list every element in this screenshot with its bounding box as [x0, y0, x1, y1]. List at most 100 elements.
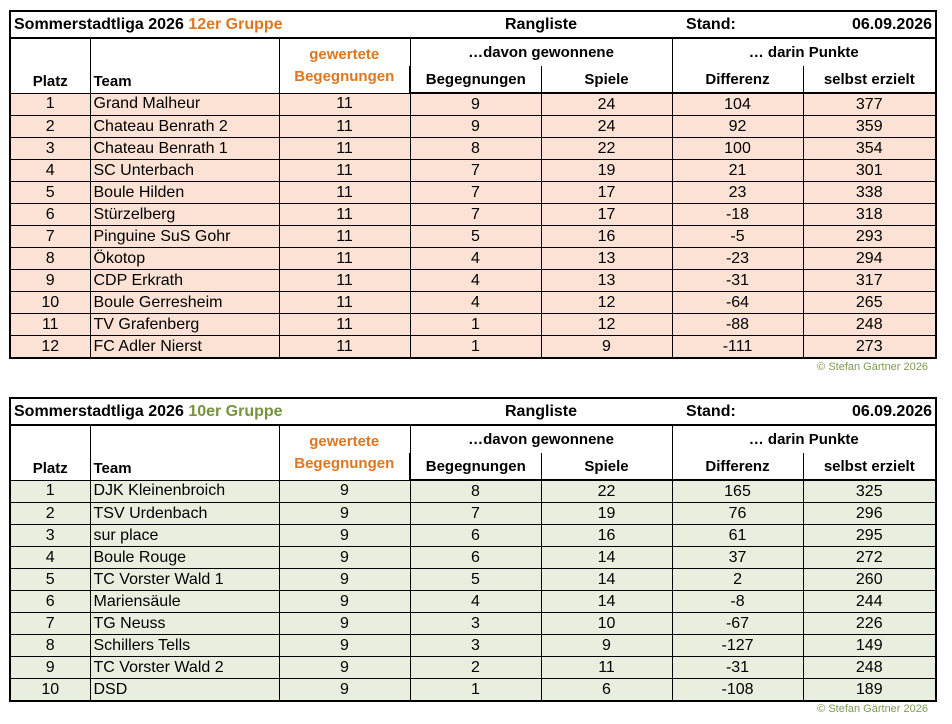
group-name: 10er Gruppe — [188, 402, 283, 420]
gewertete-cell: 9 — [278, 502, 411, 525]
platz-cell: 5 — [9, 181, 91, 204]
selbst-erzielt-cell: 265 — [802, 291, 938, 314]
team-cell: DSD — [89, 678, 280, 702]
platz-cell: 10 — [9, 291, 91, 314]
col-team-header: Team — [89, 37, 280, 94]
gewertete-cell: 11 — [278, 335, 411, 359]
selbst-erzielt-cell: 377 — [802, 92, 938, 116]
gewertete-line1: gewertete — [309, 432, 380, 450]
table-row: 2 TSV Urdenbach 9 7 19 76 296 — [9, 502, 938, 525]
col-gewertete-header: gewertete Begegnungen — [278, 37, 411, 94]
gewertete-cell: 11 — [278, 247, 411, 270]
selbst-erzielt-cell: 296 — [802, 502, 938, 525]
table-row: 6 Mariensäule 9 4 14 -8 244 — [9, 590, 938, 613]
begegnungen-cell: 7 — [409, 159, 542, 182]
gewertete-line2: Begegnungen — [294, 67, 395, 85]
gewertete-cell: 11 — [278, 181, 411, 204]
selbst-erzielt-cell: 325 — [802, 479, 938, 503]
differenz-cell: 2 — [671, 568, 804, 591]
differenz-cell: 37 — [671, 546, 804, 569]
col-selbst-erzielt-header: selbst erzielt — [802, 453, 938, 481]
platz-cell: 11 — [9, 313, 91, 336]
differenz-cell: 21 — [671, 159, 804, 182]
table-row: 11 TV Grafenberg 11 1 12 -88 248 — [9, 313, 938, 336]
table-row: 10 Boule Gerresheim 11 4 12 -64 265 — [9, 291, 938, 314]
col-team-header: Team — [89, 424, 280, 481]
begegnungen-cell: 4 — [409, 247, 542, 270]
spiele-cell: 14 — [540, 546, 673, 569]
differenz-cell: 165 — [671, 479, 804, 503]
differenz-cell: -5 — [671, 225, 804, 248]
differenz-cell: -8 — [671, 590, 804, 613]
table-row: 10 DSD 9 1 6 -108 189 — [9, 678, 938, 702]
spiele-cell: 17 — [540, 181, 673, 204]
team-cell: sur place — [89, 524, 280, 547]
begegnungen-cell: 4 — [409, 590, 542, 613]
selbst-erzielt-cell: 294 — [802, 247, 938, 270]
team-cell: TC Vorster Wald 2 — [89, 656, 280, 679]
selbst-erzielt-cell: 244 — [802, 590, 938, 613]
platz-cell: 7 — [9, 612, 91, 635]
differenz-cell: -127 — [671, 634, 804, 657]
team-cell: TSV Urdenbach — [89, 502, 280, 525]
spiele-cell: 16 — [540, 225, 673, 248]
selbst-erzielt-cell: 273 — [802, 335, 938, 359]
col-begegnungen-header: Begegnungen — [409, 66, 542, 94]
differenz-cell: -31 — [671, 656, 804, 679]
platz-cell: 2 — [9, 502, 91, 525]
stand-date: 06.09.2026 — [803, 10, 938, 39]
gewertete-cell: 11 — [278, 225, 411, 248]
table-row: 4 SC Unterbach 11 7 19 21 301 — [9, 159, 938, 182]
spiele-cell: 14 — [540, 590, 673, 613]
team-cell: FC Adler Nierst — [89, 335, 280, 359]
spiele-cell: 22 — [540, 479, 673, 503]
begegnungen-cell: 8 — [409, 479, 542, 503]
group-name: 12er Gruppe — [188, 15, 283, 33]
differenz-cell: -64 — [671, 291, 804, 314]
table-row: 8 Ökotop 11 4 13 -23 294 — [9, 247, 938, 270]
selbst-erzielt-cell: 272 — [802, 546, 938, 569]
platz-cell: 9 — [9, 656, 91, 679]
platz-cell: 10 — [9, 678, 91, 702]
gewertete-cell: 11 — [278, 137, 411, 160]
gewertete-cell: 9 — [278, 546, 411, 569]
ranking-table-10er: Sommerstadtliga 2026 10er Gruppe Ranglis… — [9, 397, 938, 702]
team-cell: Mariensäule — [89, 590, 280, 613]
gewertete-cell: 11 — [278, 313, 411, 336]
header-row-1: Platz Team gewertete Begegnungen …davon g… — [9, 424, 938, 481]
platz-cell: 8 — [9, 247, 91, 270]
begegnungen-cell: 9 — [409, 92, 542, 116]
spiele-cell: 6 — [540, 678, 673, 702]
begegnungen-cell: 4 — [409, 269, 542, 292]
table-row: 3 Chateau Benrath 1 11 8 22 100 354 — [9, 137, 938, 160]
gewertete-line1: gewertete — [309, 45, 380, 63]
col-platz-header: Platz — [9, 37, 91, 94]
begegnungen-cell: 7 — [409, 203, 542, 226]
col-selbst-erzielt-header: selbst erzielt — [802, 66, 938, 94]
team-cell: Schillers Tells — [89, 634, 280, 657]
table-row: 2 Chateau Benrath 2 11 9 24 92 359 — [9, 115, 938, 138]
gewertete-cell: 11 — [278, 203, 411, 226]
selbst-erzielt-cell: 354 — [802, 137, 938, 160]
gewertete-cell: 9 — [278, 634, 411, 657]
stand-label: Stand: — [672, 10, 804, 39]
copyright-note: © Stefan Gärtner 2026 — [817, 361, 928, 373]
platz-cell: 6 — [9, 203, 91, 226]
platz-cell: 1 — [9, 92, 91, 116]
begegnungen-cell: 2 — [409, 656, 542, 679]
differenz-cell: 100 — [671, 137, 804, 160]
selbst-erzielt-cell: 226 — [802, 612, 938, 635]
table-row: 1 DJK Kleinenbroich 9 8 22 165 325 — [9, 479, 938, 503]
differenz-cell: -67 — [671, 612, 804, 635]
begegnungen-cell: 1 — [409, 313, 542, 336]
gewertete-cell: 9 — [278, 612, 411, 635]
table-row: 1 Grand Malheur 11 9 24 104 377 — [9, 92, 938, 116]
rangliste-label: Rangliste — [410, 397, 673, 426]
begegnungen-cell: 7 — [409, 502, 542, 525]
table-row: 7 Pinguine SuS Gohr 11 5 16 -5 293 — [9, 225, 938, 248]
differenz-cell: 76 — [671, 502, 804, 525]
spiele-cell: 13 — [540, 269, 673, 292]
platz-cell: 9 — [9, 269, 91, 292]
begegnungen-cell: 8 — [409, 137, 542, 160]
selbst-erzielt-cell: 295 — [802, 524, 938, 547]
